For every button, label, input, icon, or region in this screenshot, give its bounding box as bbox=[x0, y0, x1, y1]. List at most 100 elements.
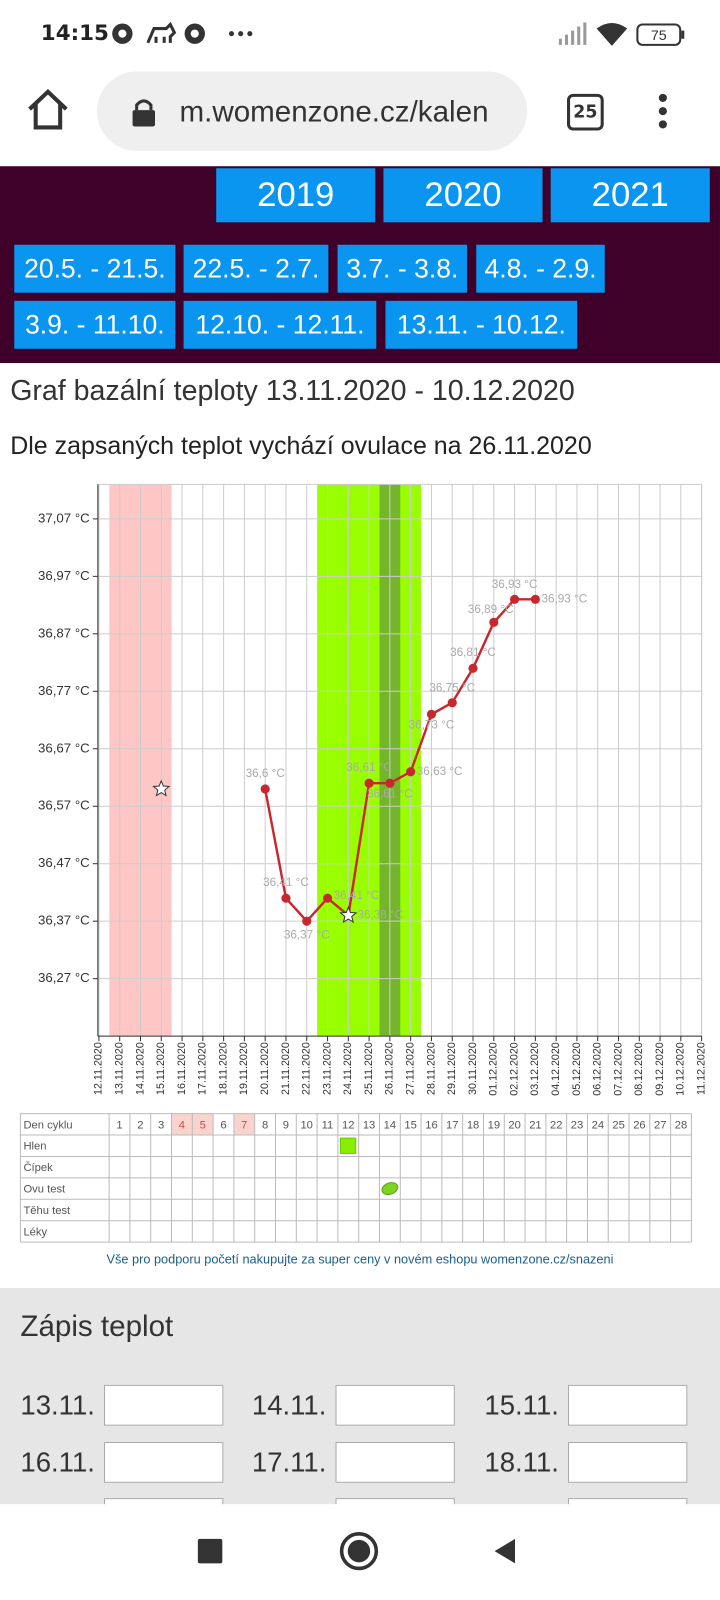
temperature-input[interactable] bbox=[104, 1441, 224, 1483]
x-tick-label: 03.12.2020 bbox=[529, 1042, 541, 1096]
cycle-day: 16 bbox=[425, 1119, 437, 1131]
data-point bbox=[468, 663, 478, 673]
cycle-day: 10 bbox=[300, 1119, 312, 1131]
y-tick-label: 36,77 °C bbox=[38, 683, 90, 698]
data-point bbox=[447, 698, 457, 708]
x-tick-label: 07.12.2020 bbox=[612, 1042, 624, 1096]
data-point bbox=[426, 709, 437, 719]
back[interactable] bbox=[494, 1538, 515, 1564]
row-label: Léky bbox=[23, 1226, 47, 1238]
tab-count[interactable]: 25 bbox=[567, 93, 604, 131]
nav-buttons bbox=[197, 1531, 515, 1571]
data-point bbox=[322, 893, 333, 903]
cycle-day: 13 bbox=[363, 1119, 375, 1131]
x-tick-label: 18.11.2020 bbox=[217, 1042, 229, 1095]
star-point bbox=[339, 905, 358, 924]
highlighted-day bbox=[192, 1113, 214, 1136]
x-tick-label: 12.11.2020 bbox=[93, 1042, 105, 1095]
date-label: 15.11. bbox=[484, 1389, 559, 1421]
data-label: 36,81 °C bbox=[450, 646, 496, 659]
date-label: 18.11. bbox=[484, 1447, 559, 1478]
period-button[interactable]: 3.7. - 3.8. bbox=[337, 244, 468, 293]
data-point bbox=[281, 893, 291, 903]
x-tick-label: 08.12.2020 bbox=[633, 1042, 645, 1096]
period-button[interactable]: 20.5. - 21.5. bbox=[14, 244, 176, 293]
cycle-day: 19 bbox=[488, 1119, 500, 1131]
year-button[interactable]: 2021 bbox=[550, 168, 710, 223]
cycle-day: 26 bbox=[633, 1119, 645, 1131]
cycle-day: 11 bbox=[322, 1119, 334, 1131]
url: m.womenzone.cz/kalen bbox=[179, 95, 489, 129]
data-label: 36,93 °C bbox=[541, 592, 587, 605]
year-button[interactable]: 2020 bbox=[383, 168, 543, 223]
form-title: Zápis teplot bbox=[20, 1310, 174, 1344]
y-tick-label: 36,97 °C bbox=[38, 568, 90, 583]
period-button[interactable]: 3.9. - 11.10. bbox=[14, 300, 176, 349]
x-tick-label: 23.11.2020 bbox=[321, 1042, 333, 1095]
data-label: 36,89 °C bbox=[468, 603, 514, 616]
temperature-input[interactable] bbox=[568, 1384, 688, 1426]
cycle-day: 28 bbox=[675, 1119, 687, 1131]
cycle-day: 18 bbox=[467, 1119, 479, 1131]
cycle-day: 4 bbox=[179, 1119, 185, 1131]
cycle-day: 14 bbox=[384, 1119, 396, 1131]
highlighted-day bbox=[171, 1113, 193, 1136]
cycle-day: 1 bbox=[116, 1119, 122, 1131]
cycle-day: 15 bbox=[404, 1119, 416, 1131]
row-label: Hlen bbox=[23, 1141, 46, 1153]
cycle-day: 5 bbox=[200, 1119, 206, 1131]
row-label: Čípek bbox=[23, 1161, 53, 1174]
data-label: 36,6 °C bbox=[246, 767, 286, 780]
data-point bbox=[385, 778, 395, 788]
cycle-day: 25 bbox=[612, 1119, 624, 1131]
x-tick-label: 30.11.2020 bbox=[467, 1042, 479, 1095]
home-nav[interactable] bbox=[339, 1531, 379, 1571]
url-bar[interactable] bbox=[96, 71, 528, 151]
temperature-input[interactable] bbox=[335, 1384, 455, 1426]
period-button[interactable]: 4.8. - 2.9. bbox=[476, 244, 605, 293]
x-tick-label: 06.12.2020 bbox=[592, 1042, 604, 1096]
x-tick-label: 01.12.2020 bbox=[488, 1042, 500, 1096]
data-point bbox=[364, 778, 374, 788]
data-label: 36,93 °C bbox=[492, 578, 538, 591]
period-button[interactable]: 13.11. - 10.12. bbox=[385, 300, 578, 349]
x-tick-label: 20.11.2020 bbox=[259, 1042, 271, 1095]
cycle-day: 21 bbox=[529, 1119, 541, 1131]
x-tick-label: 26.11.2020 bbox=[384, 1042, 396, 1095]
system-icons: 75 bbox=[558, 22, 685, 46]
status-icons bbox=[112, 21, 253, 44]
y-tick-label: 36,27 °C bbox=[38, 970, 90, 985]
x-tick-label: 14.11.2020 bbox=[134, 1042, 146, 1095]
period-button[interactable]: 12.10. - 12.11. bbox=[183, 300, 377, 349]
x-tick-label: 05.12.2020 bbox=[571, 1042, 583, 1096]
cycle-day: 6 bbox=[220, 1119, 226, 1131]
date-label: 14.11. bbox=[251, 1389, 327, 1421]
cycle-day: 12 bbox=[342, 1119, 354, 1131]
temperature-input[interactable] bbox=[104, 1384, 224, 1426]
data-point bbox=[406, 767, 416, 777]
recent-apps[interactable] bbox=[197, 1538, 223, 1564]
temperature-input[interactable] bbox=[568, 1441, 688, 1483]
mucus-icon bbox=[339, 1137, 357, 1154]
y-tick-label: 36,37 °C bbox=[38, 913, 90, 928]
data-label: 36,75 °C bbox=[429, 682, 475, 695]
data-point bbox=[260, 784, 270, 794]
x-tick-label: 13.11.2020 bbox=[114, 1042, 126, 1095]
period-button[interactable]: 22.5. - 2.7. bbox=[183, 244, 329, 293]
home-button[interactable] bbox=[25, 87, 70, 132]
x-tick-label: 10.12.2020 bbox=[675, 1042, 687, 1096]
x-tick-label: 27.11.2020 bbox=[404, 1042, 416, 1095]
temperature-input[interactable] bbox=[335, 1441, 455, 1483]
x-tick-label: 21.11.2020 bbox=[280, 1042, 292, 1095]
cycle-day: 7 bbox=[241, 1119, 247, 1131]
table-header: Den cyklu bbox=[23, 1119, 72, 1131]
x-tick-label: 29.11.2020 bbox=[446, 1042, 458, 1095]
menu-button[interactable] bbox=[653, 92, 673, 133]
date-label: 17.11. bbox=[251, 1447, 327, 1478]
ovulation-note: Dle zapsaných teplot vychází ovulace na … bbox=[10, 432, 592, 460]
data-label: 36,61 °C bbox=[346, 761, 392, 774]
shop-link[interactable]: Vše pro podporu početí nakupujte za supe… bbox=[107, 1252, 614, 1267]
year-button[interactable]: 2019 bbox=[216, 168, 376, 223]
x-tick-label: 22.11.2020 bbox=[301, 1042, 313, 1095]
